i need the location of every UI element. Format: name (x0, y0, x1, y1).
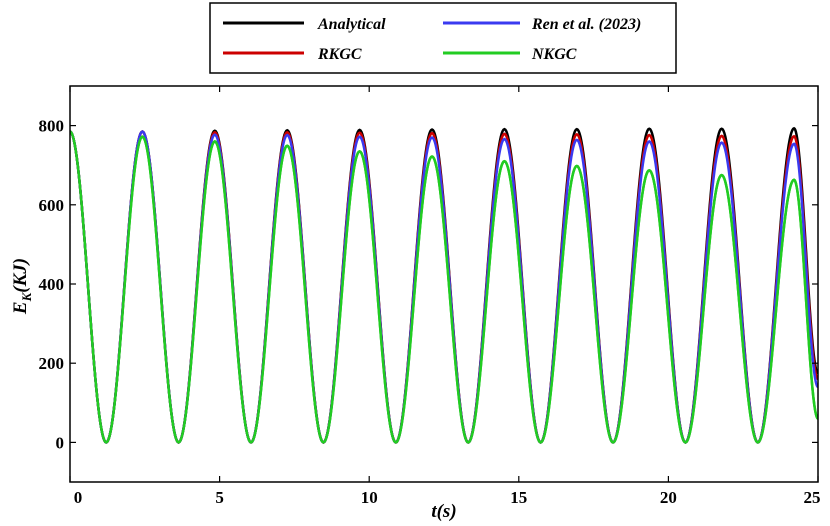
legend-label-rkgc: RKGC (317, 46, 362, 63)
legend: Analytical Ren et al. (2023) RKGC NKGC (209, 2, 677, 74)
legend-box (209, 2, 677, 74)
legend-label-analytical: Analytical (317, 16, 386, 33)
y-axis-label-sub: K (19, 291, 34, 302)
x-axis: 0 5 10 15 20 25 (69, 86, 821, 507)
x-tick-label: 5 (215, 488, 224, 507)
x-axis-label: t(s) (431, 501, 456, 522)
y-axis-label-unit: (KJ) (10, 258, 31, 293)
legend-label-ren: Ren et al. (2023) (531, 16, 641, 33)
series-line-nkgc-overlay (70, 130, 818, 444)
legend-label-nkgc: NKGC (531, 46, 577, 63)
x-tick-label: 25 (804, 488, 821, 507)
plot-area (70, 126, 818, 444)
x-tick-label: 10 (361, 488, 378, 507)
x-tick-label: 20 (660, 488, 677, 507)
y-tick-label: 800 (39, 117, 65, 136)
y-tick-label: 200 (39, 354, 65, 373)
y-tick-label: 400 (39, 275, 65, 294)
x-tick-label: 15 (510, 488, 527, 507)
y-axis: 0 200 400 600 800 (39, 117, 818, 452)
y-axis-label-main: E (10, 301, 31, 315)
y-axis-label: EK(KJ) (10, 258, 34, 315)
x-tick-label: 0 (74, 488, 83, 507)
y-tick-label: 0 (56, 433, 65, 452)
y-tick-label: 600 (39, 196, 65, 215)
